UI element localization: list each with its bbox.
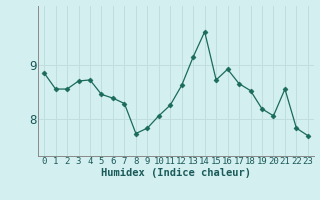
X-axis label: Humidex (Indice chaleur): Humidex (Indice chaleur) (101, 168, 251, 178)
